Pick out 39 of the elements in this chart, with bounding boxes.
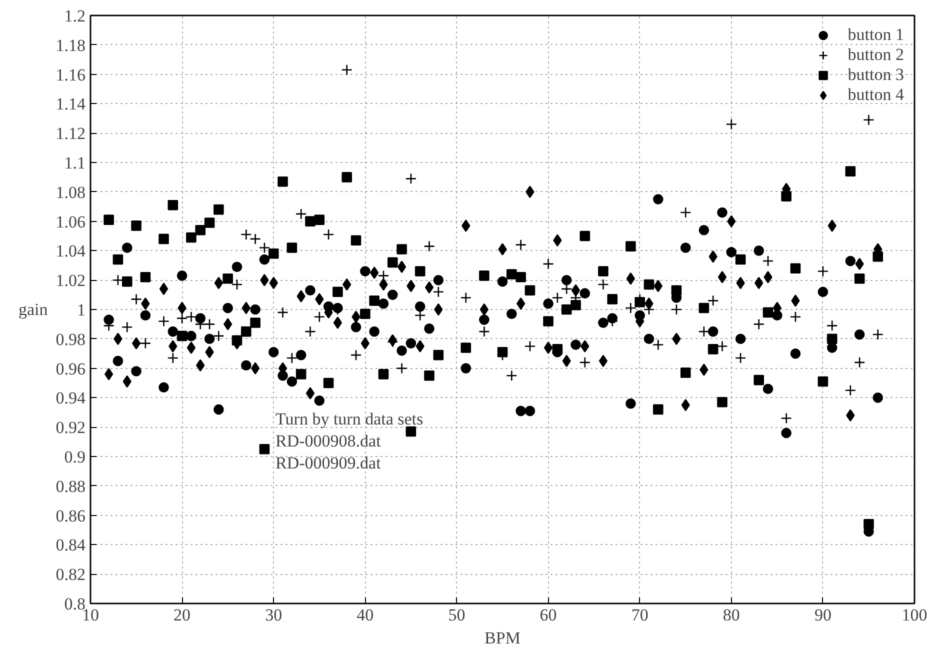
y-tick-label: 0.88 [56, 476, 86, 496]
y-tick-label: 0.96 [56, 359, 86, 378]
y-tick-label: 1.16 [56, 65, 86, 84]
y-tick-label: 1.12 [56, 124, 86, 144]
x-tick-label: 70 [631, 606, 648, 624]
y-tick-label: 1.14 [56, 94, 86, 114]
y-tick-label: 0.9 [64, 448, 86, 466]
x-axis-title: BPM [484, 628, 520, 648]
y-tick-label: 0.86 [56, 506, 86, 526]
x-tick-label: 20 [174, 606, 191, 624]
x-tick-label: 50 [448, 606, 466, 624]
legend-label: button 4 [848, 85, 904, 105]
x-tick-label: 40 [356, 606, 374, 624]
y-tick-label: 0.82 [56, 565, 86, 584]
y-tick-label: 1.06 [56, 212, 86, 232]
annotation: RD-000908.dat [276, 432, 382, 450]
legend-label: button 2 [848, 45, 904, 65]
annotation: Turn by turn data sets [276, 410, 424, 428]
y-tick-label: 1.08 [56, 182, 86, 202]
legend-label: button 3 [848, 65, 904, 85]
y-tick-label: 1.18 [56, 36, 86, 55]
y-tick-label: 0.94 [56, 388, 86, 408]
y-tick-label: 1.02 [56, 271, 86, 290]
y-tick-label: 1.2 [64, 6, 86, 26]
y-tick-label: 1.1 [64, 154, 86, 172]
y-tick-label: 0.98 [56, 330, 86, 349]
y-axis-title: gain [18, 300, 48, 319]
x-tick-label: 30 [265, 606, 282, 624]
x-tick-label: 80 [722, 606, 740, 624]
y-tick-label: 1 [77, 300, 86, 320]
x-tick-label: 100 [902, 606, 928, 624]
y-tick-label: 0.8 [64, 594, 86, 614]
x-tick-label: 60 [540, 606, 557, 624]
y-tick-label: 1.04 [56, 242, 86, 261]
y-tick-label: 0.84 [56, 536, 86, 555]
y-tick-label: 0.92 [56, 418, 86, 438]
legend-label: button 1 [848, 25, 904, 45]
x-tick-label: 90 [814, 606, 832, 624]
annotation: RD-000909.dat [276, 454, 382, 472]
